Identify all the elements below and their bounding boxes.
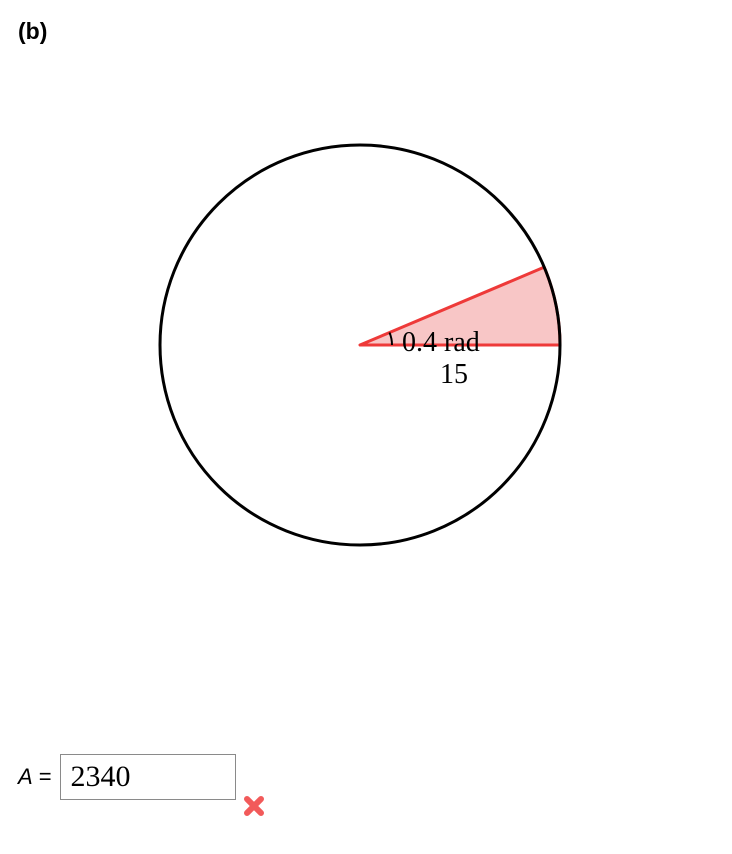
angle-label: 0.4 rad bbox=[402, 327, 480, 359]
equals-sign: = bbox=[39, 764, 52, 790]
part-label: (b) bbox=[18, 18, 47, 45]
incorrect-icon bbox=[242, 794, 266, 818]
answer-variable: A bbox=[18, 764, 33, 790]
figure-svg bbox=[150, 135, 570, 555]
answer-row: A = bbox=[18, 754, 236, 800]
answer-input[interactable] bbox=[60, 754, 236, 800]
radius-label: 15 bbox=[440, 359, 468, 391]
circle-sector-figure: 0.4 rad 15 bbox=[150, 135, 570, 555]
